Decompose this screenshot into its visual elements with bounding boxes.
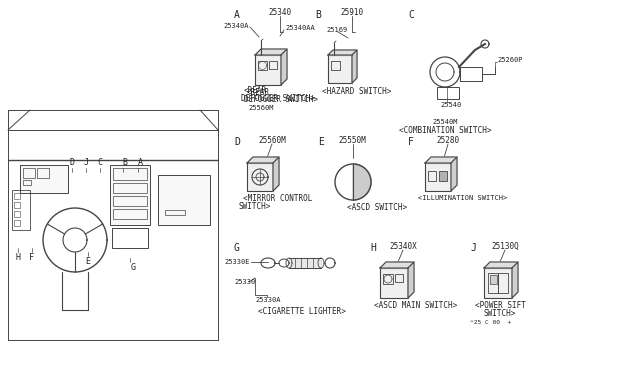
Text: H: H xyxy=(15,253,20,263)
Text: <ASCD MAIN SWITCH>: <ASCD MAIN SWITCH> xyxy=(374,301,457,310)
Text: 25330A: 25330A xyxy=(255,297,280,303)
Text: C: C xyxy=(97,157,102,167)
Text: 25340AA: 25340AA xyxy=(285,25,315,31)
Bar xyxy=(165,210,185,215)
Bar xyxy=(269,61,277,69)
Bar xyxy=(113,183,147,193)
Text: F: F xyxy=(29,253,35,263)
Polygon shape xyxy=(247,157,279,163)
Bar xyxy=(247,163,273,191)
Polygon shape xyxy=(512,262,518,298)
Text: E: E xyxy=(318,137,324,147)
Text: SWITCH>: SWITCH> xyxy=(239,202,271,211)
Text: A: A xyxy=(138,157,143,167)
Text: C: C xyxy=(408,10,414,20)
Text: G: G xyxy=(234,243,240,253)
Text: 25169: 25169 xyxy=(326,27,348,33)
Bar xyxy=(14,202,20,208)
Bar xyxy=(328,55,352,83)
Text: <REAR: <REAR xyxy=(247,87,270,96)
Bar xyxy=(113,196,147,206)
Bar xyxy=(437,87,459,99)
Text: H: H xyxy=(370,243,376,253)
Bar xyxy=(12,190,30,230)
Text: J: J xyxy=(470,243,476,253)
Text: 25340: 25340 xyxy=(268,7,292,16)
Text: <REAR: <REAR xyxy=(244,86,267,94)
Bar xyxy=(380,268,408,298)
Text: J: J xyxy=(83,157,88,167)
Bar xyxy=(460,67,482,81)
Text: E: E xyxy=(86,257,90,266)
Polygon shape xyxy=(425,157,457,163)
Polygon shape xyxy=(484,262,518,268)
Bar xyxy=(20,165,68,193)
Polygon shape xyxy=(273,157,279,191)
Bar xyxy=(331,61,340,70)
Text: 25550M: 25550M xyxy=(338,135,365,144)
Text: <POWER SIFT: <POWER SIFT xyxy=(475,301,526,310)
Polygon shape xyxy=(281,49,287,85)
Text: 25130Q: 25130Q xyxy=(491,241,519,250)
Text: 25560M: 25560M xyxy=(258,135,285,144)
Text: 25260P: 25260P xyxy=(497,57,522,63)
Text: A: A xyxy=(234,10,240,20)
Bar xyxy=(439,171,447,181)
Bar xyxy=(112,228,148,248)
Bar xyxy=(383,274,393,284)
Bar xyxy=(14,211,20,217)
Text: 25540M: 25540M xyxy=(432,119,458,125)
Text: SWITCH>: SWITCH> xyxy=(483,308,515,317)
Bar xyxy=(258,61,267,70)
Bar xyxy=(428,171,436,181)
Text: D: D xyxy=(70,157,74,167)
Bar xyxy=(395,274,403,282)
Text: 25280: 25280 xyxy=(436,135,460,144)
Text: 25540: 25540 xyxy=(440,102,461,108)
Text: 25910: 25910 xyxy=(340,7,364,16)
Text: DEFOGGER SWITCH>: DEFOGGER SWITCH> xyxy=(241,93,315,103)
Bar xyxy=(37,168,49,178)
Bar xyxy=(425,163,451,191)
Text: <COMBINATION SWITCH>: <COMBINATION SWITCH> xyxy=(399,125,492,135)
Text: <CIGARETTE LIGHTER>: <CIGARETTE LIGHTER> xyxy=(258,308,346,317)
Bar xyxy=(488,273,508,293)
Text: 25560M: 25560M xyxy=(248,105,273,111)
Text: DEFOGGER SWITCH>: DEFOGGER SWITCH> xyxy=(244,94,318,103)
Polygon shape xyxy=(408,262,414,298)
Polygon shape xyxy=(328,50,357,55)
Text: 25330E: 25330E xyxy=(225,259,250,265)
Bar xyxy=(23,180,31,185)
Bar xyxy=(490,275,497,284)
Text: D: D xyxy=(234,137,240,147)
Polygon shape xyxy=(255,49,287,55)
Text: B: B xyxy=(122,157,127,167)
Bar xyxy=(113,168,147,180)
Text: 25340A: 25340A xyxy=(223,23,249,29)
Text: <HAZARD SWITCH>: <HAZARD SWITCH> xyxy=(322,87,392,96)
Text: ^25 C 00  +: ^25 C 00 + xyxy=(470,321,511,326)
Polygon shape xyxy=(451,157,457,191)
Polygon shape xyxy=(352,50,357,83)
Text: <ILLUMINATION SWITCH>: <ILLUMINATION SWITCH> xyxy=(418,195,508,201)
Bar xyxy=(255,55,281,85)
Text: 25330: 25330 xyxy=(234,279,255,285)
Bar xyxy=(158,175,210,225)
Text: F: F xyxy=(408,137,414,147)
Text: <ASCD SWITCH>: <ASCD SWITCH> xyxy=(347,202,407,212)
Bar xyxy=(110,165,150,225)
Bar xyxy=(23,168,35,178)
Text: B: B xyxy=(315,10,321,20)
Bar xyxy=(113,209,147,219)
Bar xyxy=(14,193,20,199)
Text: <MIRROR CONTROL: <MIRROR CONTROL xyxy=(243,193,312,202)
Text: G: G xyxy=(131,263,136,273)
Text: 25340X: 25340X xyxy=(389,241,417,250)
Polygon shape xyxy=(353,164,371,200)
Bar xyxy=(14,220,20,226)
Polygon shape xyxy=(380,262,414,268)
Polygon shape xyxy=(289,258,321,268)
Bar xyxy=(484,268,512,298)
